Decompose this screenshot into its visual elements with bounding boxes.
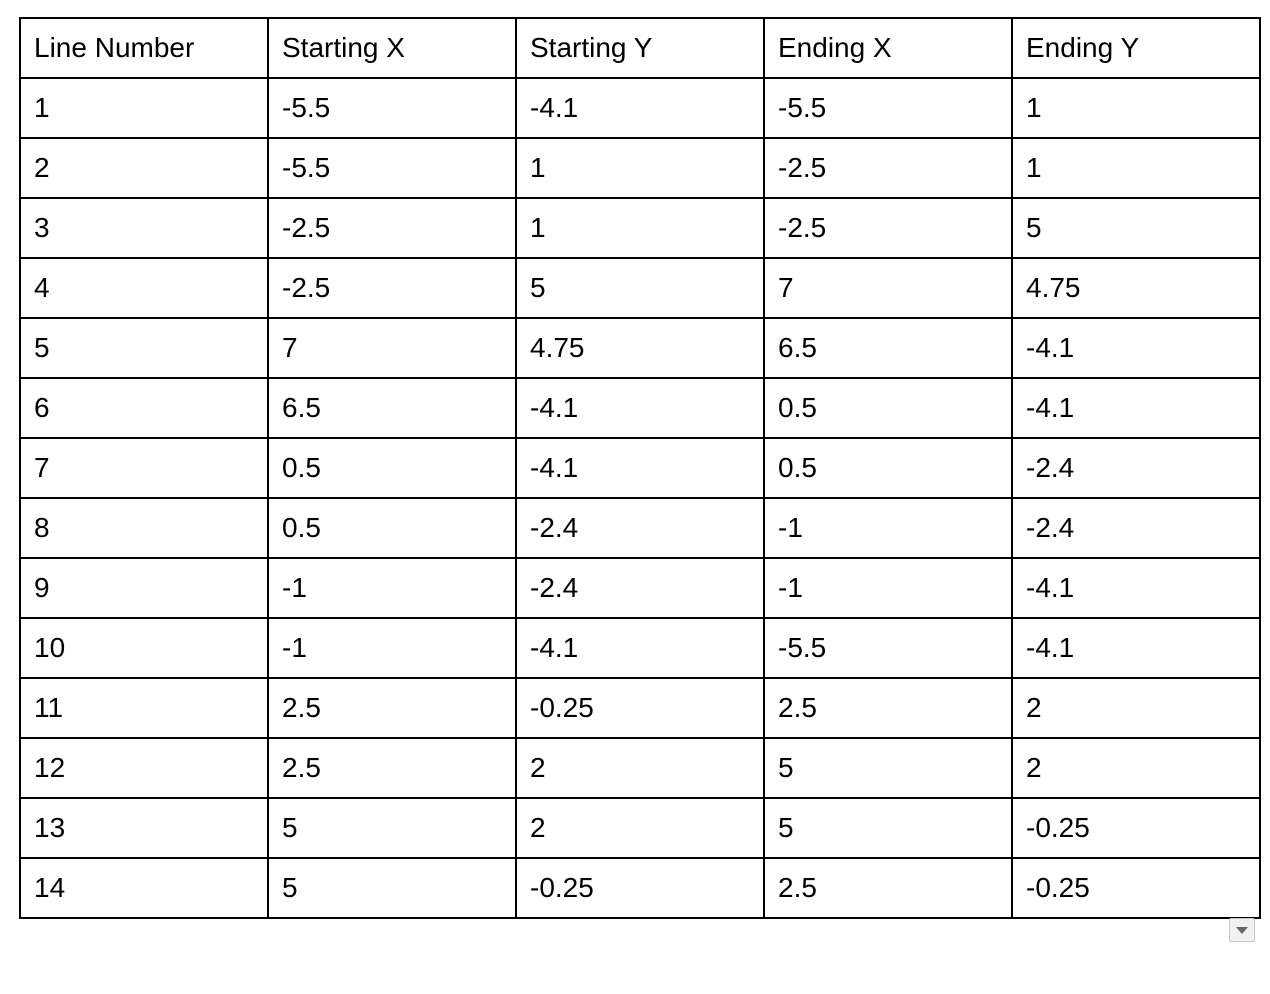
cell-ending-x[interactable]: 6.5: [763, 317, 1013, 379]
cell-ending-x[interactable]: 5: [763, 797, 1013, 859]
cell-line-number[interactable]: 12: [19, 737, 269, 799]
cell-starting-x[interactable]: 0.5: [267, 437, 517, 499]
cell-ending-x[interactable]: 7: [763, 257, 1013, 319]
table-row: 10 -1 -4.1 -5.5 -4.1: [19, 617, 1261, 679]
table-row: 13 5 2 5 -0.25: [19, 797, 1261, 859]
cell-line-number[interactable]: 14: [19, 857, 269, 919]
cell-ending-x[interactable]: -2.5: [763, 197, 1013, 259]
header-ending-x: Ending X: [763, 17, 1013, 79]
cell-starting-x[interactable]: 7: [267, 317, 517, 379]
cell-ending-x[interactable]: 5: [763, 737, 1013, 799]
cell-ending-y[interactable]: -4.1: [1011, 317, 1261, 379]
cell-starting-x[interactable]: -1: [267, 617, 517, 679]
cell-ending-x[interactable]: -1: [763, 557, 1013, 619]
cell-ending-y[interactable]: 4.75: [1011, 257, 1261, 319]
table-row: 14 5 -0.25 2.5 -0.25: [19, 857, 1261, 919]
cell-starting-x[interactable]: 2.5: [267, 677, 517, 739]
cell-starting-x[interactable]: -2.5: [267, 257, 517, 319]
cell-starting-y[interactable]: -0.25: [515, 677, 765, 739]
cell-starting-y[interactable]: -4.1: [515, 377, 765, 439]
header-starting-y: Starting Y: [515, 17, 765, 79]
cell-ending-y[interactable]: -0.25: [1011, 857, 1261, 919]
cell-ending-y[interactable]: 2: [1011, 737, 1261, 799]
cell-line-number[interactable]: 1: [19, 77, 269, 139]
cell-ending-y[interactable]: 2: [1011, 677, 1261, 739]
cell-starting-x[interactable]: 5: [267, 857, 517, 919]
table-row: 2 -5.5 1 -2.5 1: [19, 137, 1261, 199]
cell-line-number[interactable]: 3: [19, 197, 269, 259]
cell-starting-y[interactable]: 1: [515, 137, 765, 199]
table-row: 12 2.5 2 5 2: [19, 737, 1261, 799]
table-row: 11 2.5 -0.25 2.5 2: [19, 677, 1261, 739]
cell-starting-x[interactable]: 2.5: [267, 737, 517, 799]
cell-ending-y[interactable]: -4.1: [1011, 617, 1261, 679]
cell-ending-x[interactable]: 2.5: [763, 677, 1013, 739]
table-header-row: Line Number Starting X Starting Y Ending…: [19, 17, 1261, 79]
cell-ending-y[interactable]: -2.4: [1011, 497, 1261, 559]
cell-line-number[interactable]: 11: [19, 677, 269, 739]
table-body: 1 -5.5 -4.1 -5.5 1 2 -5.5 1 -2.5 1 3 -2.5 1 -2.5 5 4 -2.…: [19, 77, 1261, 919]
cell-starting-y[interactable]: 2: [515, 737, 765, 799]
cell-starting-y[interactable]: 5: [515, 257, 765, 319]
cell-starting-x[interactable]: 5: [267, 797, 517, 859]
cell-starting-y[interactable]: -4.1: [515, 617, 765, 679]
cell-starting-x[interactable]: -1: [267, 557, 517, 619]
chevron-down-icon: [1236, 927, 1248, 934]
cell-starting-y[interactable]: 1: [515, 197, 765, 259]
table-row: 8 0.5 -2.4 -1 -2.4: [19, 497, 1261, 559]
cell-line-number[interactable]: 13: [19, 797, 269, 859]
cell-starting-y[interactable]: -2.4: [515, 557, 765, 619]
cell-ending-y[interactable]: 1: [1011, 77, 1261, 139]
cell-line-number[interactable]: 9: [19, 557, 269, 619]
table-row: 5 7 4.75 6.5 -4.1: [19, 317, 1261, 379]
table-row: 6 6.5 -4.1 0.5 -4.1: [19, 377, 1261, 439]
cell-ending-x[interactable]: -2.5: [763, 137, 1013, 199]
cell-ending-x[interactable]: 0.5: [763, 377, 1013, 439]
cell-starting-y[interactable]: 4.75: [515, 317, 765, 379]
cell-line-number[interactable]: 5: [19, 317, 269, 379]
cell-ending-y[interactable]: -4.1: [1011, 557, 1261, 619]
line-coordinates-table: Line Number Starting X Starting Y Ending…: [19, 17, 1261, 919]
header-line-number: Line Number: [19, 17, 269, 79]
cell-starting-x[interactable]: -5.5: [267, 137, 517, 199]
cell-ending-x[interactable]: 2.5: [763, 857, 1013, 919]
header-starting-x: Starting X: [267, 17, 517, 79]
cell-starting-x[interactable]: 6.5: [267, 377, 517, 439]
cell-line-number[interactable]: 10: [19, 617, 269, 679]
header-ending-y: Ending Y: [1011, 17, 1261, 79]
table-row: 7 0.5 -4.1 0.5 -2.4: [19, 437, 1261, 499]
cell-line-number[interactable]: 6: [19, 377, 269, 439]
cell-starting-x[interactable]: -5.5: [267, 77, 517, 139]
cell-ending-y[interactable]: -4.1: [1011, 377, 1261, 439]
cell-dropdown-button[interactable]: [1229, 918, 1255, 942]
cell-line-number[interactable]: 8: [19, 497, 269, 559]
cell-starting-y[interactable]: -0.25: [515, 857, 765, 919]
cell-line-number[interactable]: 2: [19, 137, 269, 199]
cell-ending-y[interactable]: -2.4: [1011, 437, 1261, 499]
cell-starting-y[interactable]: -2.4: [515, 497, 765, 559]
cell-ending-x[interactable]: -5.5: [763, 617, 1013, 679]
cell-line-number[interactable]: 4: [19, 257, 269, 319]
cell-starting-y[interactable]: 2: [515, 797, 765, 859]
cell-ending-y[interactable]: 5: [1011, 197, 1261, 259]
table-row: 3 -2.5 1 -2.5 5: [19, 197, 1261, 259]
cell-ending-y[interactable]: 1: [1011, 137, 1261, 199]
cell-starting-x[interactable]: -2.5: [267, 197, 517, 259]
table-row: 9 -1 -2.4 -1 -4.1: [19, 557, 1261, 619]
cell-starting-y[interactable]: -4.1: [515, 77, 765, 139]
cell-starting-y[interactable]: -4.1: [515, 437, 765, 499]
cell-ending-x[interactable]: -1: [763, 497, 1013, 559]
cell-starting-x[interactable]: 0.5: [267, 497, 517, 559]
cell-ending-y[interactable]: -0.25: [1011, 797, 1261, 859]
cell-line-number[interactable]: 7: [19, 437, 269, 499]
table-row: 4 -2.5 5 7 4.75: [19, 257, 1261, 319]
cell-ending-x[interactable]: -5.5: [763, 77, 1013, 139]
table-row: 1 -5.5 -4.1 -5.5 1: [19, 77, 1261, 139]
cell-ending-x[interactable]: 0.5: [763, 437, 1013, 499]
